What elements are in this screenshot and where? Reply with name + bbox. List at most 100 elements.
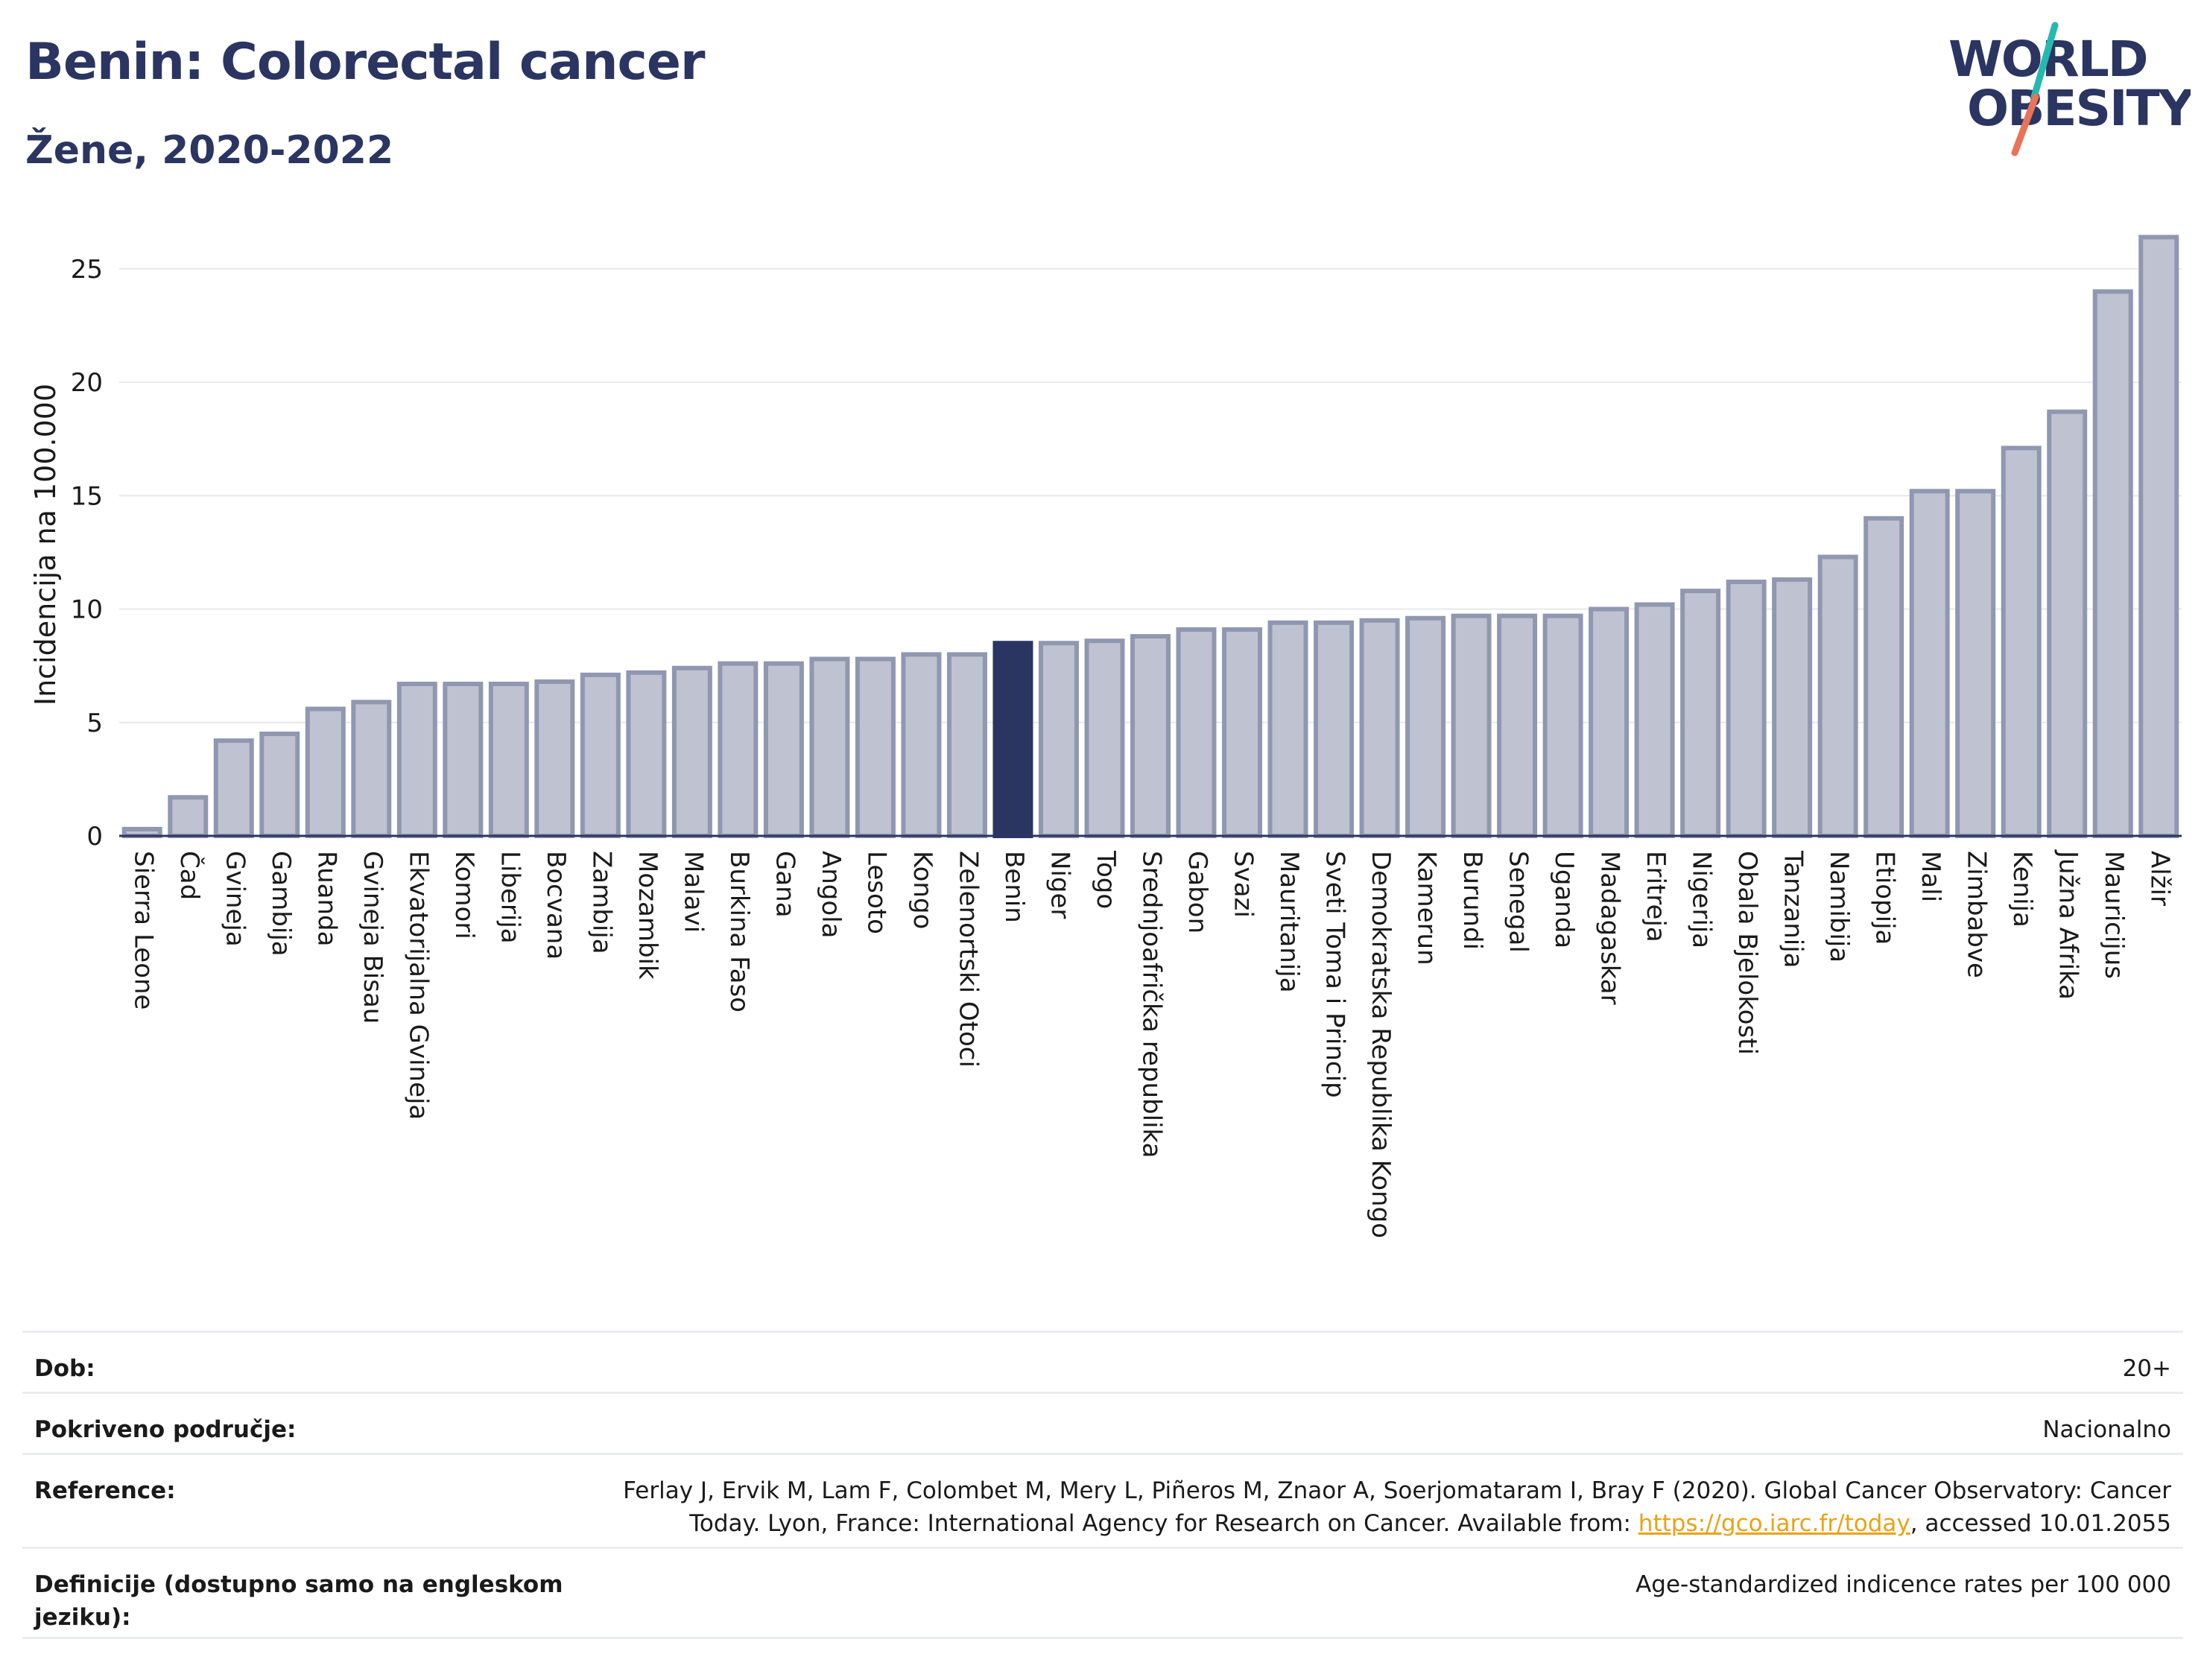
y-tick-label: 20 <box>71 368 103 398</box>
bar <box>671 665 712 839</box>
x-tick-label: Gambija <box>266 851 296 957</box>
x-tick-label: Srednjoafrička republika <box>1137 851 1167 1158</box>
x-tick-label: Niger <box>1045 851 1074 919</box>
bar <box>1589 606 1630 838</box>
bar <box>718 661 759 838</box>
x-tick-label: Komori <box>449 851 479 939</box>
x-tick-label: Svazi <box>1229 851 1258 918</box>
bar <box>488 682 529 838</box>
detail-key-reference: Reference: <box>34 1477 176 1504</box>
bar-chart: 0 5 10 15 20 25 Incidencija na 100.000 Sierra L… <box>29 235 2182 1238</box>
x-tick-label: Kamerun <box>1412 851 1442 966</box>
bar <box>1314 620 1355 838</box>
x-tick-label: Demokratska Republika Kongo <box>1366 851 1396 1238</box>
bar <box>901 652 942 839</box>
x-tick-label: Sierra Leone <box>128 851 158 1009</box>
bar <box>1772 577 1813 838</box>
x-tick-label: Namibija <box>1824 851 1854 963</box>
logo-text-obesity: OBESITY <box>1967 80 2191 137</box>
bar <box>1222 627 1263 838</box>
y-tick-label: 10 <box>71 595 103 625</box>
x-tick-label: Senegal <box>1504 851 1533 953</box>
x-tick-label: Bocvana <box>541 851 571 960</box>
bar <box>1726 580 1767 838</box>
x-tick-label: Liberija <box>495 851 525 944</box>
x-tick-label: Zelenortski Otoci <box>953 851 983 1068</box>
detail-row-reference: Reference: Ferlay J, Ervik M, Lam F, Col… <box>22 1453 2183 1547</box>
bar <box>946 652 987 839</box>
logo-slash-bottom <box>2011 93 2039 156</box>
reference-accessed: , accessed 10.01.2055 <box>1910 1510 2171 1537</box>
reference-text: Ferlay J, Ervik M, Lam F, Colombet M, Me… <box>623 1477 2171 1537</box>
detail-row-age: Dob: 20+ <box>22 1331 2183 1392</box>
x-tick-label: Sveti Toma i Princip <box>1320 851 1350 1098</box>
bar <box>2092 289 2133 839</box>
detail-value-definitions: Age-standardized indicence rates per 100… <box>1635 1571 2171 1598</box>
bar <box>1542 613 1583 838</box>
detail-value-age: 20+ <box>2122 1355 2171 1382</box>
x-tick-label: Lesoto <box>861 851 891 934</box>
bar <box>580 672 621 838</box>
x-tick-label: Angola <box>816 851 846 938</box>
x-tick-label: Zambija <box>586 851 616 954</box>
bar <box>1405 615 1446 838</box>
x-tick-label: Kongo <box>908 851 937 929</box>
world-obesity-logo: WORLD OBESITY <box>1948 22 2191 156</box>
x-tick-label: Alžir <box>2145 851 2175 906</box>
bar <box>1955 489 1996 838</box>
x-tick-label: Uganda <box>1549 851 1579 948</box>
x-tick-label: Eritreja <box>1641 851 1671 942</box>
x-tick-label: Gvineja Bisau <box>358 851 387 1024</box>
x-tick-label: Madagaskar <box>1595 851 1625 1005</box>
x-tick-label: Etiopija <box>1870 851 1900 945</box>
bar <box>259 732 300 838</box>
bar <box>2001 446 2042 838</box>
x-tick-label: Zimbabve <box>1962 851 1992 978</box>
bar <box>1817 554 1858 838</box>
x-tick-label: Gvineja <box>220 851 250 947</box>
bar <box>1176 627 1217 838</box>
bar <box>396 682 437 838</box>
x-tick-label: Burundi <box>1457 851 1487 950</box>
bar <box>1451 613 1492 838</box>
bar <box>2047 409 2088 838</box>
bar <box>626 670 667 838</box>
detail-row-definitions: Definicije (dostupno samo na engleskom j… <box>22 1547 2183 1639</box>
y-tick-label: 15 <box>71 481 103 511</box>
logo-slash-top <box>2030 22 2059 101</box>
x-tick-label: Mauritanija <box>1274 851 1304 993</box>
y-tick-label: 25 <box>71 255 103 285</box>
bar <box>1497 613 1538 838</box>
x-tick-label: Čad <box>174 851 205 900</box>
bar <box>1634 602 1675 838</box>
details-table: Dob: 20+ Pokriveno područje: Nacionalno … <box>22 1331 2183 1639</box>
bar <box>443 682 484 838</box>
page-subtitle: Žene, 2020-2022 <box>25 128 394 173</box>
bar <box>1909 489 1950 838</box>
bar <box>1680 589 1721 838</box>
x-tick-label: Mozambik <box>633 851 662 980</box>
bar <box>763 661 804 838</box>
x-tick-label: Benin <box>999 851 1029 923</box>
bar <box>2138 235 2179 838</box>
detail-key-coverage: Pokriveno područje: <box>34 1416 297 1443</box>
x-tick-label: Ruanda <box>311 851 341 946</box>
y-axis-label: Incidencija na 100.000 <box>29 384 62 706</box>
bar <box>992 641 1033 838</box>
bar <box>1267 620 1308 838</box>
x-tick-label: Mali <box>1916 851 1945 902</box>
bar <box>1130 634 1171 838</box>
detail-key-definitions: Definicije (dostupno samo na engleskom j… <box>34 1571 563 1631</box>
y-tick-label: 0 <box>86 822 103 852</box>
x-tick-label: Togo <box>1091 850 1121 909</box>
x-tick-label: Burkina Faso <box>724 851 754 1012</box>
bar <box>168 795 209 838</box>
page-title: Benin: Colorectal cancer <box>25 33 705 92</box>
x-tick-label: Gana <box>770 851 799 918</box>
detail-value-coverage: Nacionalno <box>2042 1416 2171 1443</box>
x-tick-label: Gabon <box>1182 851 1212 933</box>
x-tick-label: Nigerija <box>1687 851 1717 948</box>
bar <box>351 700 392 839</box>
reference-link[interactable]: https://gco.iarc.fr/today <box>1638 1510 1910 1537</box>
detail-value-reference: Ferlay J, Ervik M, Lam F, Colombet M, Me… <box>621 1474 2171 1540</box>
